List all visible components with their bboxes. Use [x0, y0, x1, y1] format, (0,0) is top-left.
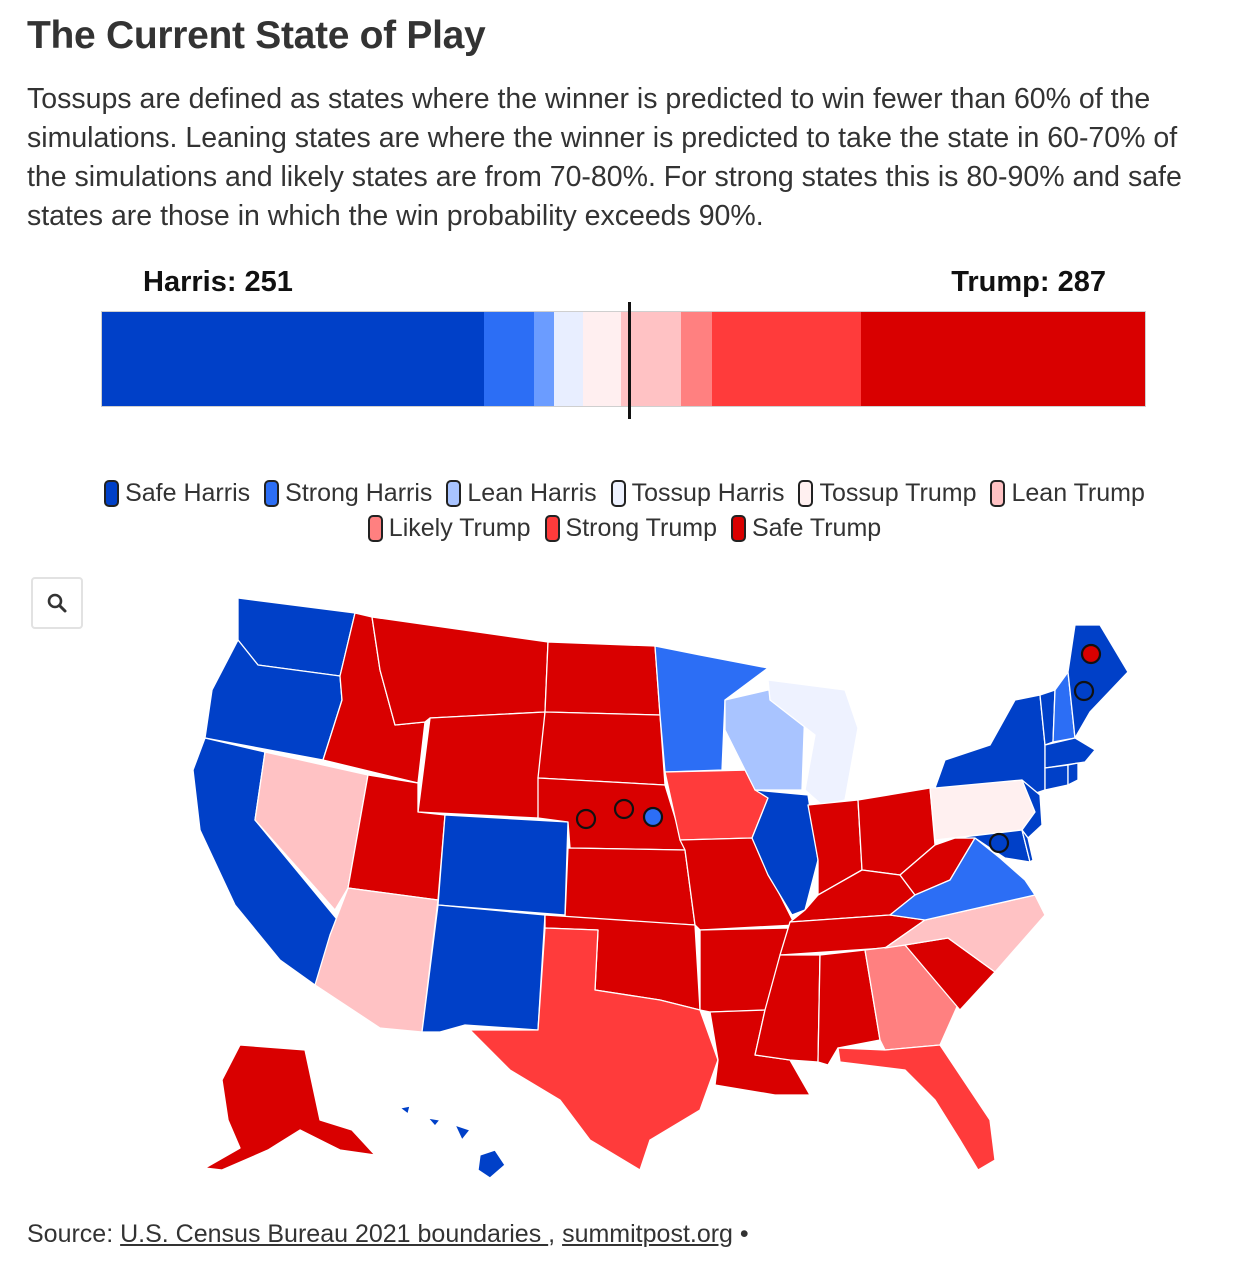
state-hawaii[interactable]	[399, 1105, 506, 1179]
source-prefix: Source:	[27, 1220, 121, 1248]
legend-row: Safe Harris Strong Harris Lean Harris Tossu…	[0, 476, 1249, 511]
bar-segment-safe-harris	[102, 312, 484, 406]
state-arizona[interactable]	[314, 887, 439, 1033]
legend-label: Safe Harris	[125, 479, 251, 507]
state-montana[interactable]	[371, 616, 549, 726]
state-florida[interactable]	[837, 1044, 996, 1171]
district-marker-ne2[interactable]	[613, 798, 635, 820]
legend-swatch	[798, 480, 814, 507]
district-marker-ne3[interactable]	[642, 806, 664, 828]
state-colorado[interactable]	[437, 814, 569, 916]
source-line: Source: U.S. Census Bureau 2021 boundari…	[27, 1220, 749, 1249]
state-north-dakota[interactable]	[544, 641, 661, 716]
legend-item-lean-trump[interactable]: Lean Trump	[990, 476, 1145, 511]
state-wisconsin[interactable]	[724, 689, 806, 791]
search-icon	[47, 593, 67, 613]
legend-item-lean-harris[interactable]: Lean Harris	[446, 476, 597, 511]
legend-swatch	[446, 480, 462, 507]
legend-swatch	[104, 480, 120, 507]
legend-label: Tossup Trump	[819, 479, 977, 507]
state-connecticut[interactable]	[1044, 764, 1069, 791]
district-marker-me2[interactable]	[1073, 680, 1095, 702]
electoral-vote-bar	[101, 311, 1146, 407]
bar-segment-safe-trump	[861, 312, 1145, 406]
legend-swatch	[730, 515, 746, 542]
legend-swatch	[990, 480, 1006, 507]
us-states-map	[192, 597, 1129, 1179]
legend-swatch	[610, 480, 626, 507]
bar-segment-lean-harris	[534, 312, 555, 406]
district-marker-me1[interactable]	[1080, 643, 1102, 665]
source-link-summitpost[interactable]: summitpost.org	[562, 1220, 733, 1248]
map-search-button[interactable]	[31, 577, 83, 629]
legend-row: Likely Trump Strong Trump Safe Trump	[0, 511, 1249, 546]
legend-item-safe-trump[interactable]: Safe Trump	[730, 511, 882, 546]
state-massachusetts[interactable]	[1044, 737, 1096, 769]
source-suffix: •	[732, 1220, 749, 1248]
legend-swatch	[264, 480, 280, 507]
state-texas[interactable]	[469, 927, 719, 1171]
legend-item-likely-trump[interactable]: Likely Trump	[367, 511, 531, 546]
state-minnesota[interactable]	[654, 645, 769, 773]
legend-label: Lean Harris	[467, 479, 597, 507]
legend-item-tossup-harris[interactable]: Tossup Harris	[610, 476, 785, 511]
legend-label: Strong Harris	[285, 479, 433, 507]
state-wyoming[interactable]	[417, 711, 546, 819]
state-kansas[interactable]	[564, 847, 696, 926]
legend-item-safe-harris[interactable]: Safe Harris	[104, 476, 250, 511]
state-new-york[interactable]	[934, 694, 1046, 796]
state-nevada[interactable]	[254, 751, 369, 911]
legend-item-strong-trump[interactable]: Strong Trump	[544, 511, 717, 546]
trump-tally: Trump: 287	[951, 266, 1106, 298]
legend: Safe Harris Strong Harris Lean Harris Tossu…	[0, 476, 1249, 546]
bar-segment-likely-trump	[681, 312, 713, 406]
legend-label: Tossup Harris	[631, 479, 785, 507]
state-alaska[interactable]	[204, 1044, 376, 1171]
legend-label: Safe Trump	[751, 514, 882, 542]
legend-label: Strong Trump	[565, 514, 717, 542]
state-rhode-island[interactable]	[1067, 762, 1079, 786]
district-marker-ne1[interactable]	[575, 808, 597, 830]
legend-item-tossup-trump[interactable]: Tossup Trump	[798, 476, 976, 511]
bar-segment-strong-harris	[483, 312, 535, 406]
bar-segment-tossup-trump	[583, 312, 621, 406]
state-virginia[interactable]	[889, 837, 1036, 921]
state-delaware[interactable]	[1021, 829, 1034, 863]
bar-segment-strong-trump	[712, 312, 862, 406]
source-link-census[interactable]: U.S. Census Bureau 2021 boundaries	[120, 1220, 549, 1248]
legend-label: Lean Trump	[1011, 479, 1145, 507]
legend-label: Likely Trump	[388, 514, 531, 542]
chart-title: The Current State of Play	[27, 14, 486, 57]
270-midline	[628, 302, 631, 419]
bar-segment-tossup-harris	[554, 312, 584, 406]
district-marker-dc[interactable]	[988, 832, 1010, 854]
source-separator: ,	[548, 1220, 563, 1248]
legend-swatch	[367, 515, 383, 542]
legend-swatch	[544, 515, 560, 542]
legend-item-strong-harris[interactable]: Strong Harris	[264, 476, 432, 511]
chart-subtitle: Tossups are defined as states where the …	[27, 83, 1182, 232]
state-south-dakota[interactable]	[537, 711, 666, 786]
harris-tally: Harris: 251	[143, 266, 293, 298]
state-maine[interactable]	[1067, 624, 1129, 739]
state-new-mexico[interactable]	[421, 904, 546, 1033]
